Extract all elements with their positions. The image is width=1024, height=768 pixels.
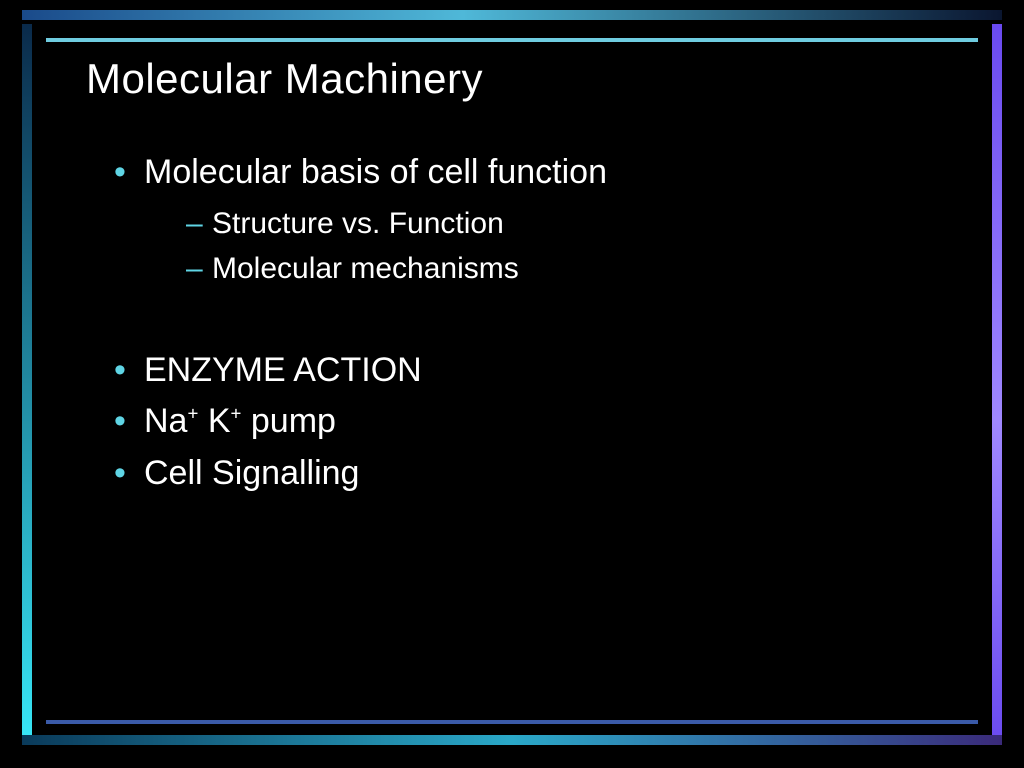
bullet-text-part: Na [144, 402, 187, 440]
frame-inner-top [46, 38, 978, 42]
superscript: + [187, 403, 198, 424]
slide-content: Molecular Machinery Molecular basis of c… [86, 55, 964, 500]
bullet-text-part: pump [241, 402, 336, 440]
frame-right [992, 24, 1002, 745]
bullet-text: Cell Signalling [144, 454, 359, 492]
bullet-item: Na+ K+ pump [114, 396, 964, 448]
slide-title: Molecular Machinery [86, 55, 964, 103]
sub-item: Structure vs. Function [186, 201, 964, 246]
bullet-list: Molecular basis of cell function Structu… [86, 147, 964, 291]
bullet-item: Molecular basis of cell function Structu… [114, 147, 964, 291]
bullet-text-part: K [198, 402, 230, 440]
frame-inner-bottom [46, 720, 978, 724]
sub-list: Structure vs. Function Molecular mechani… [144, 201, 964, 291]
sub-text: Molecular mechanisms [212, 252, 519, 285]
frame-bottom [22, 735, 1002, 745]
bullet-item: Cell Signalling [114, 448, 964, 500]
bullet-list: ENZYME ACTION Na+ K+ pump Cell Signallin… [86, 345, 964, 500]
superscript: + [231, 403, 242, 424]
bullet-text: ENZYME ACTION [144, 351, 422, 389]
sub-text: Structure vs. Function [212, 207, 504, 240]
sub-item: Molecular mechanisms [186, 246, 964, 291]
bullet-text: Molecular basis of cell function [144, 153, 607, 191]
spacer [86, 301, 964, 345]
bullet-item: ENZYME ACTION [114, 345, 964, 397]
frame-top [22, 10, 1002, 20]
frame-left [22, 24, 32, 745]
